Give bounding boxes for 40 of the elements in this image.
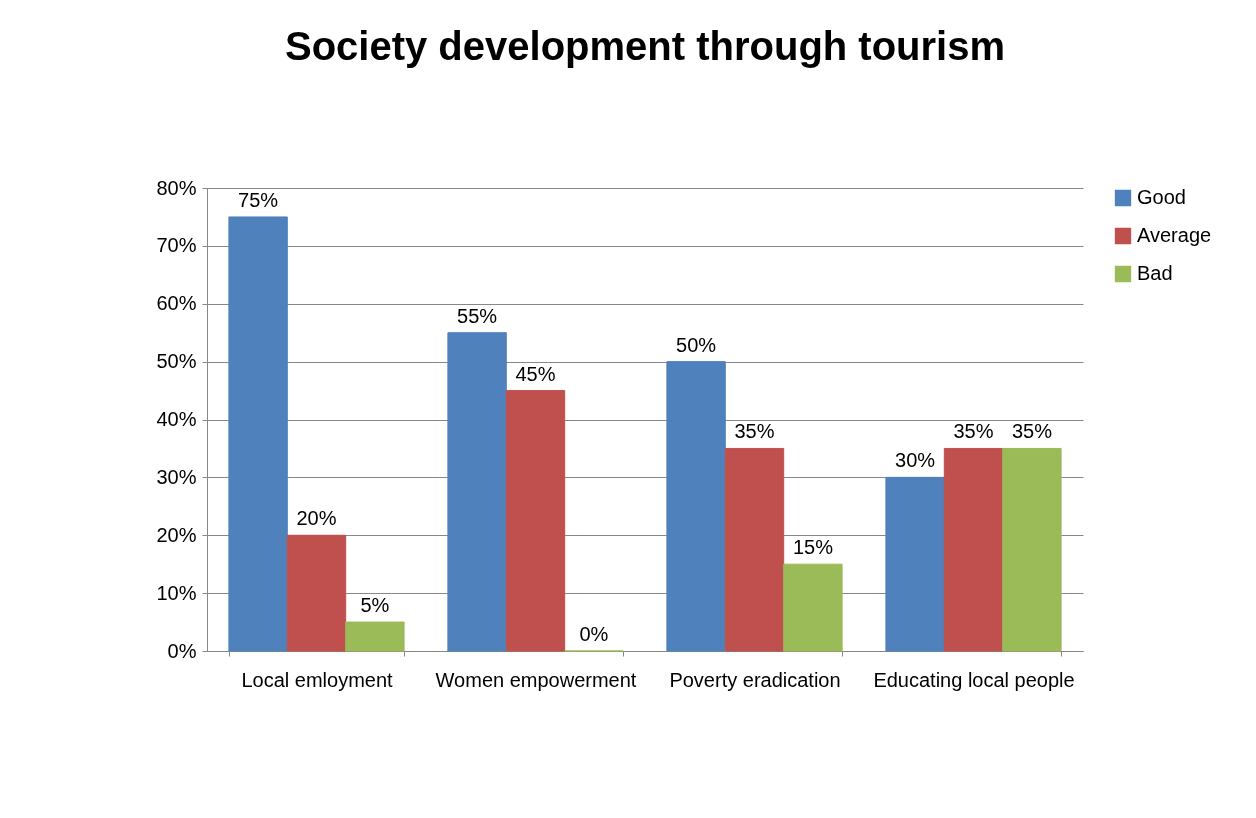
data-label: 35% xyxy=(1011,420,1053,443)
y-tick-label: 0% xyxy=(167,639,197,662)
bar xyxy=(666,361,726,652)
data-label: 35% xyxy=(953,420,994,443)
x-tick-label: Women empowerment xyxy=(435,668,637,691)
bar xyxy=(943,447,1004,652)
y-tick-label: 80% xyxy=(156,176,197,199)
bar xyxy=(286,534,347,652)
legend-label: Bad xyxy=(1137,262,1173,284)
x-tick-label: Local emloyment xyxy=(241,668,394,691)
chart-title: Society development through tourism xyxy=(284,24,1006,68)
data-label: 45% xyxy=(515,362,556,385)
bar xyxy=(724,447,785,652)
bar xyxy=(505,390,566,652)
y-tick-label: 30% xyxy=(156,465,197,488)
bar xyxy=(228,216,288,652)
data-label: 55% xyxy=(457,304,498,327)
y-tick-label: 10% xyxy=(156,581,197,604)
x-tick-label: Educating local people xyxy=(873,668,1075,691)
y-tick-label: 50% xyxy=(156,350,197,373)
data-label: 75% xyxy=(238,188,279,211)
data-label: 30% xyxy=(895,449,936,472)
bar xyxy=(885,476,945,652)
y-tick-label: 60% xyxy=(156,292,197,315)
y-tick-label: 40% xyxy=(156,408,197,430)
data-label: 35% xyxy=(734,420,775,443)
x-tick-label: Poverty eradication xyxy=(669,668,841,691)
data-label: 20% xyxy=(296,507,337,530)
data-label: 50% xyxy=(676,333,717,356)
data-label: 5% xyxy=(360,594,390,617)
bar xyxy=(345,621,405,652)
y-tick-label: 20% xyxy=(156,523,197,546)
legend-label: Good xyxy=(1137,186,1186,208)
y-tick-label: 70% xyxy=(156,234,197,257)
data-label: 0% xyxy=(579,623,609,645)
bar xyxy=(447,332,507,652)
bar xyxy=(1002,447,1062,652)
bar xyxy=(783,563,843,652)
data-label: 15% xyxy=(792,536,834,559)
legend-label: Average xyxy=(1137,224,1212,246)
